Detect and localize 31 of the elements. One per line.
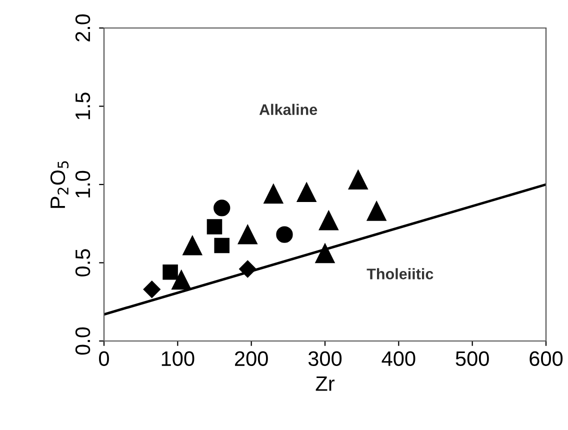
point (172, 270, 192, 290)
point (214, 238, 230, 254)
point (315, 244, 335, 264)
x-tick-label: 200 (235, 351, 268, 366)
point (143, 280, 160, 298)
point (182, 236, 202, 256)
x-tick-label: 500 (456, 351, 489, 366)
annotation: Tholeiitic (366, 268, 434, 280)
point (276, 226, 293, 243)
y-tick-label: 1.0 (75, 170, 90, 198)
y-tick-label: 2.0 (75, 14, 90, 42)
x-tick-label: 100 (162, 351, 194, 366)
x-tick-label: 600 (530, 351, 563, 366)
x-tick-label: 400 (382, 351, 416, 366)
point (238, 224, 258, 244)
y-axis-title: P$_{2}$O$_{5}$ (50, 161, 69, 208)
y-tick-label: 0.0 (75, 327, 90, 355)
x-axis-title: Zr (316, 376, 334, 391)
y-tick-label: 0.5 (75, 249, 90, 276)
x-tick-label: 0 (99, 351, 109, 366)
point (366, 201, 386, 221)
point (264, 184, 284, 204)
point (348, 170, 368, 190)
point (214, 200, 230, 216)
point (162, 264, 178, 280)
point (206, 219, 222, 234)
y-tick-label: 1.5 (76, 92, 90, 120)
point (318, 210, 338, 230)
annotation: Alkaline (259, 104, 318, 116)
x-tick-label: 300 (308, 351, 342, 366)
point (296, 182, 316, 202)
